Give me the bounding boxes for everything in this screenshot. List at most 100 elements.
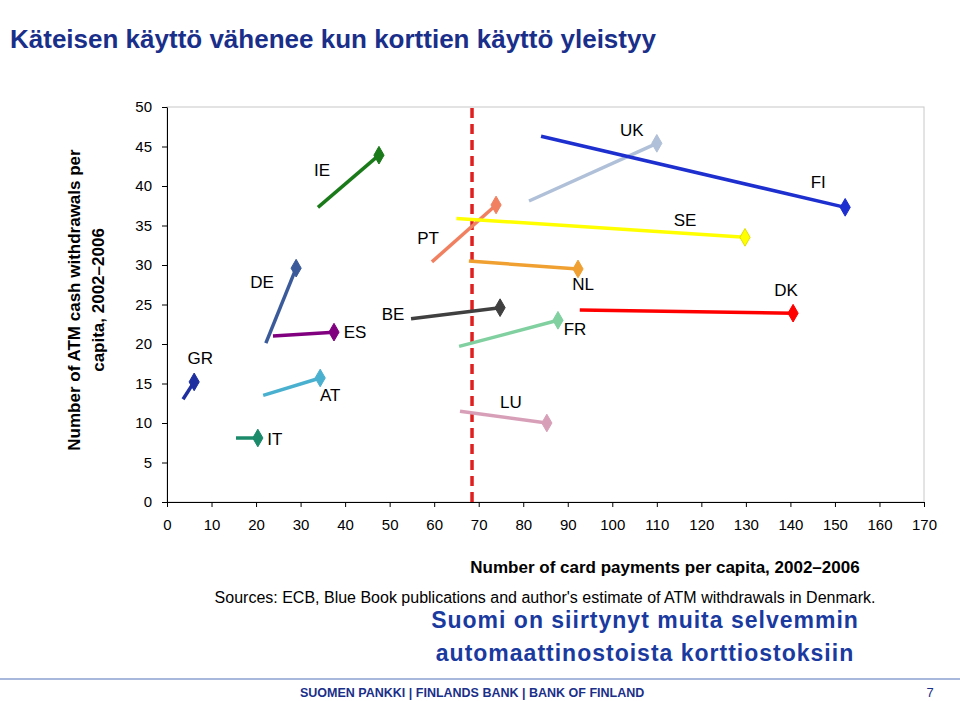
plot-marks xyxy=(183,107,850,502)
tick-mark xyxy=(162,186,167,187)
series-line xyxy=(263,378,320,395)
tick-label: 170 xyxy=(912,516,937,533)
tick-label: 35 xyxy=(135,217,152,234)
tick: 50 xyxy=(382,502,399,533)
series-label: BE xyxy=(382,305,405,324)
series-line xyxy=(432,205,496,262)
tick-label: 45 xyxy=(135,138,152,155)
tick-label: 10 xyxy=(135,414,152,431)
footer: SUOMEN PANKKI | FINLANDS BANK | BANK OF … xyxy=(300,686,644,700)
tick-mark xyxy=(162,305,167,306)
tick: 25 xyxy=(135,296,167,313)
series-label: SE xyxy=(674,211,697,230)
tick-mark xyxy=(790,502,791,507)
tick-mark xyxy=(162,226,167,227)
tick: 20 xyxy=(135,335,167,352)
tick-label: 50 xyxy=(135,98,152,115)
series-marker xyxy=(374,146,384,164)
series-label: IT xyxy=(267,430,282,449)
tick: 140 xyxy=(778,502,803,533)
tick-mark xyxy=(657,502,658,507)
series-label: UK xyxy=(620,121,644,140)
series-label: IE xyxy=(314,161,330,180)
tick-label: 0 xyxy=(163,516,171,533)
tick-label: 70 xyxy=(471,516,488,533)
series-line xyxy=(459,320,558,346)
series-label: NL xyxy=(572,275,594,294)
axis-line xyxy=(167,108,168,503)
tick-label: 160 xyxy=(867,516,892,533)
tick: 80 xyxy=(515,502,532,533)
tick-mark xyxy=(345,502,346,507)
tick-mark xyxy=(523,502,524,507)
tick-label: 0 xyxy=(144,493,152,510)
tick-mark xyxy=(434,502,435,507)
y-axis-title: Number of ATM cash withdrawals per xyxy=(65,149,84,451)
tick: 15 xyxy=(135,375,167,392)
series-marker xyxy=(189,373,199,391)
reference-line xyxy=(470,107,474,502)
series-label: GR xyxy=(187,349,213,368)
tick-mark xyxy=(162,463,167,464)
tick: 30 xyxy=(135,256,167,273)
tick: 170 xyxy=(912,502,937,533)
tick: 70 xyxy=(471,502,488,533)
tick: 110 xyxy=(645,502,669,533)
tick-mark xyxy=(390,502,391,507)
background xyxy=(0,0,960,701)
tick: 60 xyxy=(426,502,443,533)
tick: 100 xyxy=(600,502,625,533)
tick: 150 xyxy=(823,502,848,533)
series-marker xyxy=(253,429,263,447)
series-marker xyxy=(542,414,552,432)
tick-label: 130 xyxy=(734,516,759,533)
tick-mark xyxy=(162,107,167,108)
series-label: PT xyxy=(417,229,439,248)
tick-label: 15 xyxy=(135,375,152,392)
series-label: FI xyxy=(811,173,826,192)
tick-label: 80 xyxy=(515,516,532,533)
plot-frame xyxy=(167,107,924,502)
tick-label: 40 xyxy=(337,516,354,533)
tick-label: 120 xyxy=(689,516,714,533)
series-line xyxy=(541,136,845,207)
series-marker xyxy=(491,196,501,214)
series-marker xyxy=(740,229,750,247)
tick: 45 xyxy=(135,138,167,155)
tick: 50 xyxy=(135,98,167,115)
series-label: LU xyxy=(500,393,522,412)
tick-mark xyxy=(167,502,168,507)
tick-label: 60 xyxy=(426,516,443,533)
tick-label: 20 xyxy=(135,335,152,352)
tick: 30 xyxy=(293,502,310,533)
tick: 40 xyxy=(135,177,167,194)
series-label: AT xyxy=(320,386,340,405)
x-axis-title: Number of card payments per capita, 2002… xyxy=(470,558,859,577)
series-line xyxy=(411,308,500,319)
tick: 10 xyxy=(204,502,221,533)
annotation: automaattinostoista korttiostoksiin xyxy=(436,640,854,666)
tick: 20 xyxy=(248,502,265,533)
tick: 35 xyxy=(135,217,167,234)
tick: 90 xyxy=(560,502,577,533)
tick-mark xyxy=(568,502,569,507)
series-line xyxy=(456,218,745,237)
tick-label: 40 xyxy=(135,177,152,194)
tick-label: 110 xyxy=(645,516,669,533)
tick-mark xyxy=(479,502,480,507)
tick-label: 140 xyxy=(778,516,803,533)
tick-label: 10 xyxy=(204,516,221,533)
tick-mark xyxy=(612,502,613,507)
series-line xyxy=(529,143,657,201)
tick-mark xyxy=(746,502,747,507)
series-marker xyxy=(840,199,850,217)
tick-mark xyxy=(162,384,167,385)
series-marker xyxy=(652,135,662,153)
tick-mark xyxy=(835,502,836,507)
series-marker xyxy=(291,259,301,277)
series-line xyxy=(273,332,334,336)
series-marker xyxy=(315,369,325,387)
footer-rule xyxy=(0,678,960,680)
axis-line xyxy=(168,502,925,503)
tick: 5 xyxy=(144,454,167,471)
